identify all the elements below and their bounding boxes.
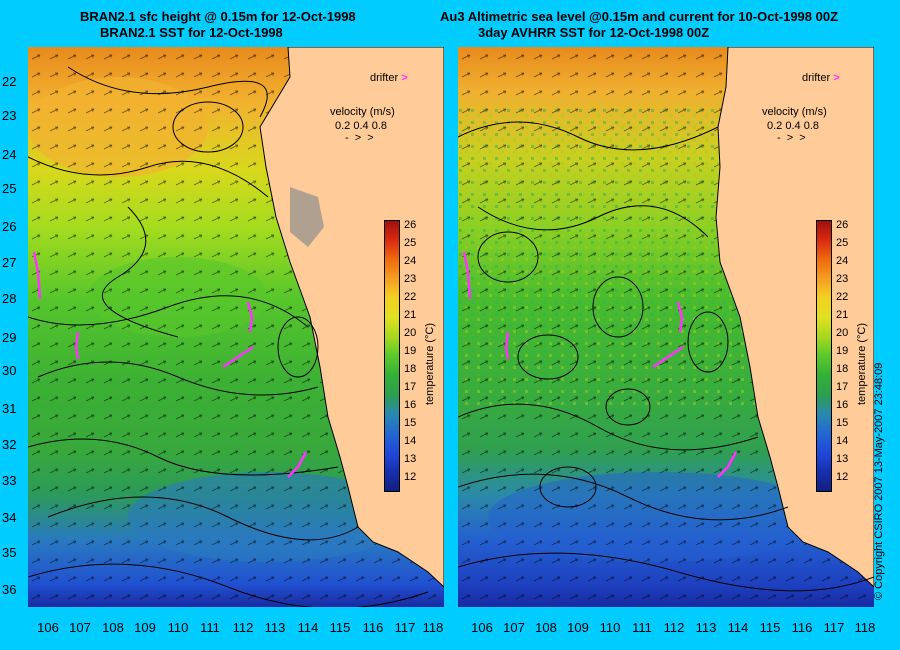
y-tick: 36 [2,582,17,597]
x-tick: 117 [823,620,845,635]
colorbar-swatch [816,220,832,492]
colorbar-label: temperature (°C) [856,322,868,405]
right-colorbar: 26 25 24 23 22 21 20 19 18 17 16 15 14 13 12 temperatu… [816,219,876,495]
x-tick: 107 [69,620,91,635]
left-title-line2: BRAN2.1 SST for 12-Oct-1998 [100,25,283,40]
x-tick: 108 [535,620,557,635]
x-tick: 114 [297,620,319,635]
y-tick: 22 [2,74,17,89]
y-tick: 28 [2,291,17,306]
x-tick: 108 [102,620,124,635]
velocity-legend-title: velocity (m/s) [330,106,395,118]
y-tick: 34 [2,510,17,525]
y-tick: 27 [2,255,17,270]
left-colorbar: 26 25 24 23 22 21 20 19 18 17 16 15 14 13 12 temperatu… [384,219,444,495]
sea-level-contours [458,121,874,592]
river-delta [290,187,324,247]
right-title-line1: Au3 Altimetric sea level @0.15m and curr… [440,9,839,24]
y-tick: 24 [2,147,17,162]
x-tick: 107 [503,620,525,635]
coastline-land [715,47,874,588]
colorbar-ticks: 26 25 24 23 22 21 20 19 18 17 16 15 14 13 12 [836,219,849,483]
velocity-legend-title: velocity (m/s) [762,106,827,118]
y-tick: 23 [2,108,17,123]
velocity-arrows-icon: - > > [345,132,374,144]
x-tick: 113 [264,620,286,635]
y-tick: 35 [2,545,17,560]
drifter-legend-label: drifter [802,72,831,84]
y-tick: 30 [2,363,17,378]
y-tick: 29 [2,330,17,345]
y-tick: 26 [2,219,17,234]
x-tick: 111 [632,620,652,635]
bran-sst-map-panel [28,47,444,607]
velocity-legend-values: 0.2 0.4 0.8 [335,120,387,132]
y-tick: 32 [2,437,17,452]
x-tick: 106 [37,620,59,635]
y-tick: 33 [2,473,17,488]
x-tick: 113 [695,620,717,635]
x-tick: 115 [759,620,781,635]
sea-height-contours [28,66,429,607]
velocity-arrows-icon: - > > [777,132,806,144]
y-tick: 31 [2,401,17,416]
colorbar-swatch [384,220,400,492]
avhrr-sst-map-panel [458,47,874,607]
right-title-line2: 3day AVHRR SST for 12-Oct-1998 00Z [478,25,710,40]
x-tick: 111 [200,620,220,635]
drifter-arrow-icon: > [833,72,840,84]
x-tick: 117 [394,620,416,635]
drifter-legend-label: drifter [370,72,399,84]
x-tick: 110 [167,620,189,635]
copyright-notice: © Copyright CSIRO 2007 13-May-2007 23:48… [873,362,885,600]
drifter-tracks [462,251,738,478]
y-tick: 25 [2,181,17,196]
velocity-legend-values: 0.2 0.4 0.8 [767,120,819,132]
left-title-line1: BRAN2.1 sfc height @ 0.15m for 12-Oct-19… [80,9,356,24]
x-tick: 109 [567,620,589,635]
x-tick: 112 [663,620,685,635]
x-tick: 116 [362,620,384,635]
colorbar-label: temperature (°C) [424,322,436,405]
x-tick: 116 [791,620,813,635]
x-tick: 118 [422,620,444,635]
x-tick: 118 [854,620,876,635]
x-tick: 110 [599,620,621,635]
x-tick: 115 [329,620,351,635]
x-tick: 106 [471,620,493,635]
x-tick: 109 [134,620,156,635]
colorbar-ticks: 26 25 24 23 22 21 20 19 18 17 16 15 14 13 12 [404,219,417,483]
x-tick: 114 [727,620,749,635]
drifter-arrow-icon: > [401,72,408,84]
drifter-tracks [32,251,308,478]
x-tick: 112 [232,620,254,635]
